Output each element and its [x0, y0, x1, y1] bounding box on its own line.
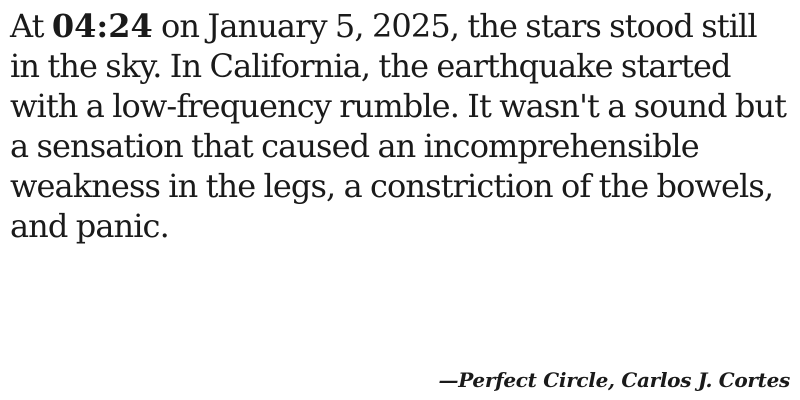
quote-body: on January 5, 2025, the stars stood stil…: [10, 7, 787, 245]
quote-text: At 04:24 on January 5, 2025, the stars s…: [10, 6, 790, 246]
attribution-separator: ,: [608, 368, 622, 392]
book-title: Perfect Circle: [458, 368, 609, 392]
quote-time: 04:24: [51, 7, 153, 45]
attribution: —Perfect Circle, Carlos J. Cortes: [439, 368, 791, 392]
author-name: Carlos J. Cortes: [621, 368, 790, 392]
quote-prefix: At: [10, 7, 52, 45]
attribution-dash: —: [438, 368, 459, 392]
